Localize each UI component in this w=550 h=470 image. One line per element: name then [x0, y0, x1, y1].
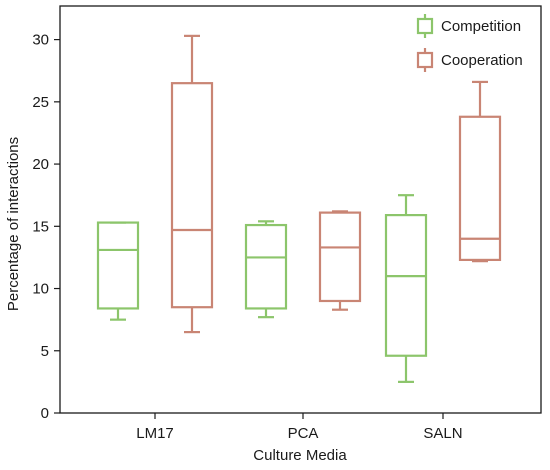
y-tick-label: 5 — [41, 343, 49, 360]
y-tick-label: 10 — [32, 281, 49, 298]
y-tick-label: 0 — [41, 405, 49, 422]
x-tick-label: LM17 — [136, 425, 174, 442]
box-series — [96, 34, 502, 383]
x-axis: LM17 PCA SALN — [136, 413, 463, 442]
box-body — [96, 221, 140, 310]
box-body — [384, 214, 428, 357]
box-body — [318, 211, 362, 303]
box-cooperation-lm17 — [170, 34, 214, 334]
legend-label: Cooperation — [441, 52, 523, 69]
legend-item-competition: Competition — [416, 14, 521, 38]
legend: Competition Cooperation — [416, 14, 523, 72]
legend-swatch-box — [416, 51, 434, 69]
y-tick-label: 30 — [32, 32, 49, 49]
box-body — [170, 82, 214, 309]
box-competition-lm17 — [96, 221, 140, 321]
box-body — [458, 115, 502, 262]
y-tick-label: 25 — [32, 94, 49, 111]
x-axis-title: Culture Media — [253, 447, 347, 464]
box-body — [244, 223, 288, 310]
x-tick-label: PCA — [288, 425, 319, 442]
y-axis: 0 5 10 15 20 25 30 — [32, 32, 60, 422]
y-tick-label: 20 — [32, 156, 49, 173]
box-cooperation-pca — [318, 210, 362, 311]
legend-label: Competition — [441, 18, 521, 35]
x-tick-label: SALN — [423, 425, 462, 442]
legend-item-cooperation: Cooperation — [416, 48, 523, 72]
legend-swatch-box — [416, 17, 434, 35]
plot-frame — [59, 5, 542, 414]
box-cooperation-saln — [458, 80, 502, 263]
y-axis-title: Percentage of interactions — [5, 137, 22, 311]
box-competition-pca — [244, 220, 288, 319]
y-tick-label: 15 — [32, 218, 49, 235]
box-competition-saln — [384, 194, 428, 383]
